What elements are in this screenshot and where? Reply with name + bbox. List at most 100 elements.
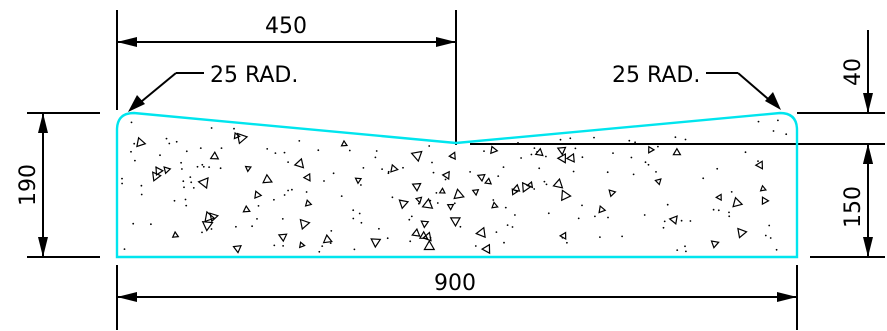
aggregate-dot bbox=[130, 150, 132, 153]
aggregate-dot bbox=[545, 155, 547, 158]
aggregate-dot bbox=[728, 211, 730, 214]
aggregate-mark bbox=[483, 177, 493, 185]
aggregate-mark bbox=[155, 166, 164, 176]
aggregate-dot bbox=[165, 137, 168, 140]
aggregate-dot bbox=[634, 141, 636, 144]
aggregate-dot bbox=[256, 218, 258, 220]
aggregate-dot bbox=[520, 157, 522, 159]
aggregate-mark bbox=[277, 233, 288, 243]
aggregate-dot bbox=[133, 142, 136, 145]
concrete-hatch bbox=[121, 119, 788, 255]
aggregate-dot bbox=[777, 119, 779, 122]
aggregate-mark bbox=[446, 203, 455, 211]
aggregate-mark bbox=[422, 231, 432, 242]
aggregate-dot bbox=[680, 219, 683, 222]
aggregate-dot bbox=[353, 248, 356, 251]
aggregate-dot bbox=[594, 215, 596, 218]
aggregate-dot bbox=[184, 198, 187, 201]
aggregate-dot bbox=[459, 225, 462, 228]
aggregate-dot bbox=[712, 208, 715, 211]
aggregate-dot bbox=[387, 172, 390, 175]
aggregate-dot bbox=[321, 245, 324, 248]
aggregate-mark bbox=[448, 151, 456, 161]
aggregate-dot bbox=[402, 166, 404, 169]
dimension-450: 450 bbox=[117, 14, 456, 47]
aggregate-mark bbox=[737, 227, 748, 239]
aggregate-dot bbox=[502, 166, 505, 169]
aggregate-dot bbox=[599, 236, 601, 239]
aggregate-dot bbox=[684, 138, 687, 141]
aggregate-mark bbox=[521, 181, 532, 194]
aggregate-dot bbox=[674, 136, 677, 139]
aggregate-dot bbox=[657, 145, 659, 148]
aggregate-dot bbox=[291, 188, 293, 191]
aggregate-mark bbox=[761, 196, 770, 206]
aggregate-dot bbox=[483, 150, 485, 153]
radius-label-right: 25 RAD. bbox=[612, 63, 700, 88]
aggregate-dot bbox=[362, 167, 365, 169]
aggregate-dot bbox=[435, 192, 438, 194]
aggregate-dot bbox=[168, 142, 171, 145]
aggregate-dot bbox=[283, 194, 286, 196]
aggregate-dot bbox=[185, 150, 188, 153]
aggregate-mark bbox=[254, 190, 263, 200]
aggregate-dot bbox=[785, 133, 788, 136]
aggregate-dot bbox=[287, 161, 289, 164]
aggregate-mark bbox=[476, 173, 486, 183]
aggregate-dot bbox=[628, 139, 631, 142]
radius-leader-right: 25 RAD. bbox=[612, 63, 781, 110]
aggregate-dot bbox=[418, 202, 420, 205]
aggregate-dot bbox=[769, 237, 772, 239]
dimension-190: 190 bbox=[16, 113, 48, 257]
aggregate-dot bbox=[429, 199, 432, 202]
aggregate-mark bbox=[534, 147, 544, 157]
aggregate-dot bbox=[685, 250, 687, 253]
aggregate-dot bbox=[185, 204, 188, 207]
aggregate-dot bbox=[503, 241, 505, 244]
aggregate-dot bbox=[474, 245, 477, 247]
aggregate-dot bbox=[159, 154, 161, 157]
aggregate-mark bbox=[710, 240, 720, 249]
aggregate-dot bbox=[175, 140, 178, 143]
aggregate-dot bbox=[428, 145, 431, 147]
aggregate-dot bbox=[593, 136, 595, 139]
aggregate-dot bbox=[201, 231, 203, 234]
aggregate-dot bbox=[360, 184, 362, 186]
aggregate-dot bbox=[282, 245, 284, 247]
aggregate-dot bbox=[340, 195, 343, 198]
aggregate-dot bbox=[530, 153, 533, 156]
aggregate-dot bbox=[391, 196, 394, 199]
aggregate-dot bbox=[140, 193, 143, 196]
aggregate-dot bbox=[772, 130, 775, 132]
aggregate-dot bbox=[764, 234, 767, 237]
aggregate-dot bbox=[189, 176, 192, 179]
aggregate-dot bbox=[358, 212, 361, 215]
aggregate-dot bbox=[386, 237, 389, 240]
aggregate-dot bbox=[121, 177, 123, 180]
aggregate-dot bbox=[643, 214, 646, 216]
aggregate-dot bbox=[305, 191, 308, 193]
aggregate-mark bbox=[398, 199, 410, 210]
aggregate-dot bbox=[630, 156, 633, 159]
aggregate-dot bbox=[559, 138, 562, 141]
aggregate-dot bbox=[676, 249, 679, 252]
aggregate-mark bbox=[648, 145, 656, 154]
aggregate-dot bbox=[182, 180, 185, 183]
aggregate-dot bbox=[612, 152, 614, 155]
aggregate-dot bbox=[375, 150, 378, 152]
aggregate-dot bbox=[728, 215, 731, 218]
aggregate-mark bbox=[232, 244, 242, 254]
aggregate-mark bbox=[608, 189, 617, 198]
aggregate-mark bbox=[197, 177, 209, 190]
aggregate-mark bbox=[654, 178, 662, 186]
aggregate-dot bbox=[219, 167, 222, 170]
aggregate-mark bbox=[136, 136, 147, 148]
aggregate-dot bbox=[210, 127, 213, 129]
aggregate-dot bbox=[717, 209, 720, 212]
radius-label-left: 25 RAD. bbox=[210, 63, 298, 88]
aggregate-mark bbox=[511, 188, 519, 196]
aggregate-dot bbox=[429, 236, 432, 239]
aggregate-dot bbox=[121, 182, 123, 185]
aggregate-mark bbox=[672, 147, 682, 156]
aggregate-dot bbox=[436, 202, 439, 204]
